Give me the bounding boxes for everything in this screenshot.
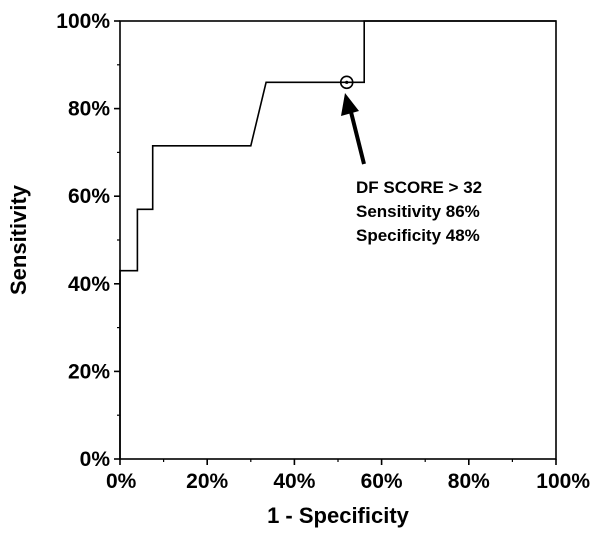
x-axis-title: 1 - Specificity	[267, 503, 410, 528]
plot-frame	[119, 20, 557, 460]
y-axis-title: Sensitivity	[6, 184, 31, 295]
y-tick-label: 20%	[68, 360, 110, 383]
y-tick-label: 40%	[68, 273, 110, 296]
y-tick-label: 0%	[80, 448, 111, 471]
cutoff-point-dot	[345, 80, 349, 84]
y-tick-label: 60%	[68, 185, 110, 208]
y-tick-labels: 0% 20% 40% 60% 80% 100%	[56, 10, 110, 471]
x-tick-label: 20%	[186, 470, 228, 493]
y-tick-marks	[114, 20, 120, 460]
x-tick-marks	[119, 459, 557, 465]
annotation-line-2: Sensitivity 86%	[356, 202, 480, 221]
annotation-line-1: DF SCORE > 32	[356, 178, 482, 197]
cutoff-point-marker	[339, 75, 354, 90]
x-tick-label: 40%	[273, 470, 315, 493]
x-tick-label: 80%	[448, 470, 490, 493]
x-tick-label: 0%	[106, 470, 137, 493]
y-tick-label: 100%	[56, 10, 110, 33]
annotation-arrow	[341, 93, 366, 165]
x-tick-labels: 0% 20% 40% 60% 80% 100%	[106, 470, 590, 493]
annotation-line-3: Specificity 48%	[356, 226, 480, 245]
roc-curve	[119, 20, 556, 459]
x-tick-label: 60%	[361, 470, 403, 493]
y-tick-label: 80%	[68, 98, 110, 121]
x-tick-label: 100%	[536, 470, 590, 493]
